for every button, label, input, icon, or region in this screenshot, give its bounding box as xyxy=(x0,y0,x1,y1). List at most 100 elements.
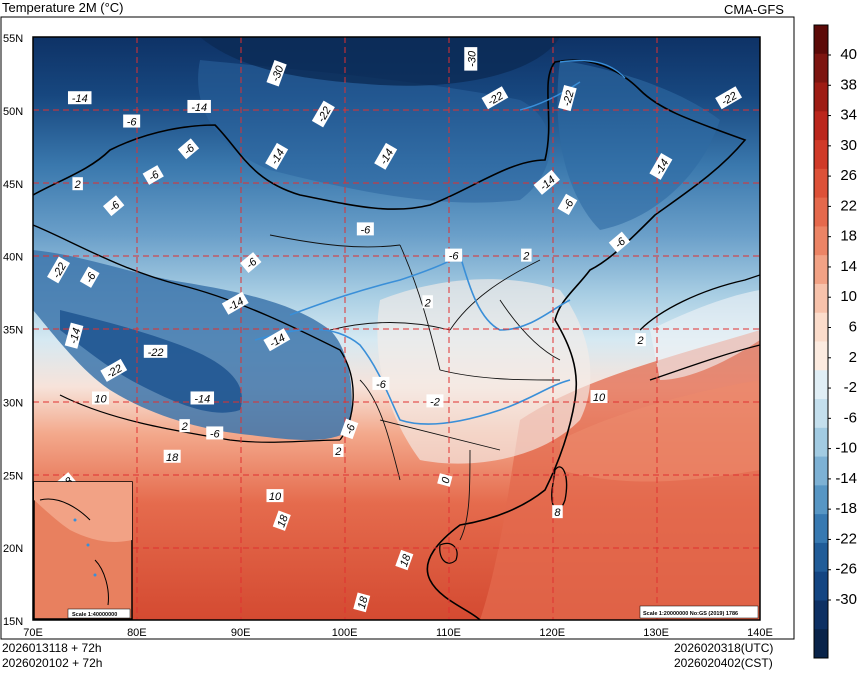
contour-label: 10 xyxy=(590,390,608,404)
contour-label: 10 xyxy=(92,391,110,405)
colorbar-swatch xyxy=(814,226,828,256)
svg-text:-14: -14 xyxy=(194,393,210,405)
longitude-labels: 70E 80E 90E 100E 110E 120E 130E 140E xyxy=(23,627,773,639)
svg-text:10: 10 xyxy=(269,491,282,503)
svg-text:-14: -14 xyxy=(191,102,207,114)
contour-label: 2 xyxy=(72,177,83,191)
colorbar-swatch xyxy=(814,600,828,630)
lat-label: 50N xyxy=(3,106,23,118)
lon-label: 90E xyxy=(231,627,251,639)
contour-label: -22 xyxy=(558,85,577,112)
lat-label: 25N xyxy=(3,470,23,482)
colorbar-label: 14 xyxy=(840,258,857,275)
svg-text:2: 2 xyxy=(74,179,81,191)
contour-label: -6 xyxy=(372,376,390,391)
contour-label: -22 xyxy=(143,344,168,359)
contour-label: -14 xyxy=(64,322,84,349)
svg-text:10: 10 xyxy=(94,393,107,405)
colorbar-label: -18 xyxy=(835,500,857,517)
contour-label: 0 xyxy=(437,473,453,487)
contour-label: 18 xyxy=(353,592,371,613)
svg-text:-2: -2 xyxy=(430,396,440,408)
inset-scale-text: Scale 1:40000000 xyxy=(72,612,117,618)
contour-label: 2 xyxy=(635,333,646,347)
contour-label: -2 xyxy=(426,394,444,408)
colorbar-swatch xyxy=(814,571,828,601)
temperature-field xyxy=(33,37,760,620)
colorbar-swatch xyxy=(814,168,828,199)
lat-label: 35N xyxy=(3,325,23,337)
contour-label: -6 xyxy=(142,165,164,185)
figure-border xyxy=(0,16,795,640)
main-scale-text: Scale 1:20000000 No:GS (2019) 1786 xyxy=(643,611,738,617)
init-time-cst: 2026020102 + 72h xyxy=(2,656,103,670)
colorbar-label: 10 xyxy=(840,288,857,305)
svg-text:-6: -6 xyxy=(376,379,387,391)
lon-label: 100E xyxy=(332,627,358,639)
contour-label: -6 xyxy=(177,138,200,160)
colorbar-swatch xyxy=(814,82,828,112)
svg-text:-30: -30 xyxy=(270,63,287,83)
contour-label: -6 xyxy=(240,252,262,273)
svg-text:2: 2 xyxy=(637,335,644,347)
svg-text:-6: -6 xyxy=(360,224,371,236)
colorbar-swatch xyxy=(814,25,828,55)
svg-text:2: 2 xyxy=(522,251,529,263)
contour-label: -14 xyxy=(187,99,211,114)
model-source: CMA-GFS xyxy=(724,2,784,17)
colorbar-swatch xyxy=(814,427,828,458)
latitude-labels: 55N 50N 45N 40N 35N 30N 25N 20N 15N xyxy=(3,33,23,628)
colorbar-swatch xyxy=(814,629,828,659)
contour-label: 2 xyxy=(179,419,190,433)
contour-label: -6 xyxy=(206,426,224,440)
contour-label: 18 xyxy=(395,549,414,571)
colorbar-swatch xyxy=(814,111,828,141)
colorbar: 40 38 34 30 26 22 18 14 10 6 2 -2 -6 -10 -14 -18 -22 -26 -… xyxy=(813,24,857,659)
lat-label: 40N xyxy=(3,252,23,264)
lat-lon-grid xyxy=(33,37,760,620)
svg-text:18: 18 xyxy=(398,552,414,568)
colorbar-label: -30 xyxy=(835,591,857,608)
lon-label: 120E xyxy=(539,627,565,639)
contour-label: -30 xyxy=(464,47,478,71)
colorbar-swatch xyxy=(814,485,828,515)
contour-label: -6 xyxy=(356,222,374,236)
colorbar-swatch xyxy=(814,255,828,285)
colorbar-label: 6 xyxy=(849,319,857,336)
main-scale-box: Scale 1:20000000 No:GS (2019) 1786 xyxy=(639,605,759,619)
colorbar-label: -26 xyxy=(835,561,857,578)
svg-text:-22: -22 xyxy=(148,347,164,359)
lon-label: 140E xyxy=(747,627,773,639)
contour-label: 18 xyxy=(163,449,181,464)
colorbar-swatch xyxy=(814,514,828,544)
colorbar-label: 30 xyxy=(840,137,857,154)
contour-label: -6 xyxy=(340,418,358,440)
lat-label: 15N xyxy=(3,616,23,628)
lon-label: 80E xyxy=(127,627,147,639)
lat-label: 30N xyxy=(3,397,23,409)
colorbar-label: 38 xyxy=(840,76,857,93)
contour-label: -14 xyxy=(67,91,92,105)
contour-label: -6 xyxy=(445,248,463,263)
valid-time-cst: 2026020402(CST) xyxy=(674,656,773,670)
colorbar-label: 18 xyxy=(840,228,857,245)
colorbar-label: 26 xyxy=(840,167,857,184)
contour-label: -6 xyxy=(608,231,631,253)
contour-label: 2 xyxy=(333,443,344,458)
colorbar-label: -2 xyxy=(844,379,857,396)
svg-text:2: 2 xyxy=(334,446,341,458)
contour-label: -30 xyxy=(266,60,287,87)
valid-time-utc: 2026020318(UTC) xyxy=(674,641,774,655)
svg-text:-6: -6 xyxy=(449,251,460,263)
svg-text:-30: -30 xyxy=(466,50,478,67)
colorbar-label: 22 xyxy=(840,197,857,214)
lat-label: 20N xyxy=(3,543,23,555)
svg-text:-6: -6 xyxy=(210,428,221,440)
contour-label: -6 xyxy=(79,266,100,288)
svg-text:2: 2 xyxy=(181,421,188,433)
svg-text:18: 18 xyxy=(166,452,179,464)
colorbar-swatch xyxy=(814,140,828,170)
chart-title: Temperature 2M (°C) xyxy=(2,0,124,15)
colorbar-label: -10 xyxy=(835,440,857,457)
colorbar-label: -22 xyxy=(835,530,857,547)
